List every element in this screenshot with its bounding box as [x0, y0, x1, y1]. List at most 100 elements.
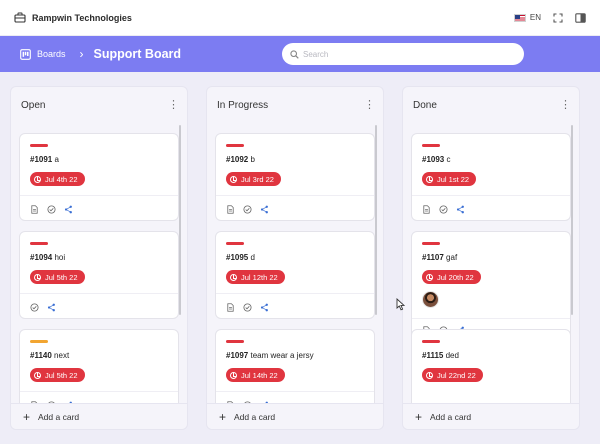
scrollbar[interactable]	[179, 125, 181, 315]
more-vert-icon[interactable]: ⋮	[168, 98, 179, 111]
check-circle-icon[interactable]	[243, 401, 252, 403]
clock-icon	[230, 371, 237, 379]
check-circle-icon[interactable]	[243, 303, 252, 312]
ticket-name: b	[250, 155, 255, 164]
due-date: Jul 5th 22	[45, 272, 78, 282]
column-in-progress: In Progress ⋮ #1092 b Jul 3rd 22 #1095 d…	[206, 86, 384, 430]
ticket-card[interactable]: #1092 b Jul 3rd 22	[215, 133, 375, 221]
description-icon[interactable]	[422, 205, 431, 214]
check-circle-icon[interactable]	[243, 205, 252, 214]
ticket-card[interactable]: #1091 a Jul 4th 22	[19, 133, 179, 221]
ticket-name: d	[250, 253, 255, 262]
due-date: Jul 3rd 22	[241, 174, 274, 184]
priority-label	[226, 340, 244, 343]
due-date-chip[interactable]: Jul 22nd 22	[422, 368, 483, 382]
column-cards: #1091 a Jul 4th 22 #1094 hoi Jul 5th 22 …	[11, 133, 189, 403]
share-icon[interactable]	[260, 303, 269, 312]
ticket-name: hoi	[54, 253, 66, 262]
share-icon[interactable]	[260, 401, 269, 403]
check-circle-icon[interactable]	[439, 205, 448, 214]
share-icon[interactable]	[47, 303, 56, 312]
brand[interactable]: Rampwin Technologies	[14, 12, 132, 23]
due-date-chip[interactable]: Jul 3rd 22	[226, 172, 281, 186]
priority-label	[422, 242, 440, 245]
priority-label	[422, 144, 440, 147]
ticket-title: #1092 b	[226, 155, 255, 164]
column-open: Open ⋮ #1091 a Jul 4th 22 #1094 hoi Jul …	[10, 86, 188, 430]
ticket-name: next	[54, 351, 70, 360]
ticket-name: ded	[445, 351, 459, 360]
add-card-button[interactable]: + Add a card	[403, 403, 579, 429]
us-flag-icon	[513, 13, 526, 22]
due-date-chip[interactable]: Jul 5th 22	[30, 270, 85, 284]
language-selector[interactable]: EN	[513, 13, 541, 22]
ticket-name: gaf	[446, 253, 458, 262]
ticket-number: #1097	[226, 351, 249, 360]
clock-icon	[426, 371, 433, 379]
due-date-chip[interactable]: Jul 1st 22	[422, 172, 477, 186]
fullscreen-icon[interactable]	[553, 12, 563, 23]
check-circle-icon[interactable]	[47, 401, 56, 403]
due-date: Jul 4th 22	[45, 174, 78, 184]
avatar[interactable]	[422, 291, 439, 308]
card-divider	[20, 293, 178, 294]
description-icon[interactable]	[30, 205, 39, 214]
add-card-label: Add a card	[38, 411, 80, 422]
ticket-card[interactable]: #1095 d Jul 12th 22	[215, 231, 375, 319]
more-vert-icon[interactable]: ⋮	[364, 98, 375, 111]
clock-icon	[230, 175, 237, 183]
ticket-card[interactable]: #1107 gaf Jul 20th 22	[411, 231, 571, 343]
ticket-card[interactable]: #1115 ded Jul 22nd 22	[411, 329, 571, 403]
priority-label	[226, 144, 244, 147]
share-icon[interactable]	[64, 205, 73, 214]
add-card-button[interactable]: + Add a card	[207, 403, 383, 429]
priority-label	[30, 242, 48, 245]
description-icon[interactable]	[30, 401, 39, 403]
ticket-number: #1115	[422, 351, 444, 360]
due-date-chip[interactable]: Jul 20th 22	[422, 270, 481, 284]
sidebar-toggle-icon[interactable]	[575, 12, 586, 23]
ticket-title: #1093 c	[422, 155, 450, 164]
breadcrumb-boards[interactable]: Boards	[20, 48, 66, 60]
due-date-chip[interactable]: Jul 5th 22	[30, 368, 85, 382]
scrollbar[interactable]	[571, 125, 573, 315]
card-actions	[30, 401, 73, 403]
card-divider	[20, 195, 178, 196]
ticket-title: #1107 gaf	[422, 253, 457, 262]
ticket-number: #1140	[30, 351, 52, 360]
card-divider	[20, 391, 178, 392]
description-icon[interactable]	[226, 303, 235, 312]
card-divider	[412, 318, 570, 319]
due-date-chip[interactable]: Jul 4th 22	[30, 172, 85, 186]
scrollbar[interactable]	[375, 125, 377, 315]
search-input[interactable]	[303, 49, 513, 59]
check-circle-icon[interactable]	[47, 205, 56, 214]
card-actions	[226, 205, 269, 214]
check-circle-icon[interactable]	[30, 303, 39, 312]
add-card-button[interactable]: + Add a card	[11, 403, 187, 429]
ticket-card[interactable]: #1094 hoi Jul 5th 22	[19, 231, 179, 319]
ticket-card[interactable]: #1140 next Jul 5th 22	[19, 329, 179, 403]
due-date-chip[interactable]: Jul 12th 22	[226, 270, 285, 284]
search-box[interactable]	[282, 43, 524, 65]
description-icon[interactable]	[226, 205, 235, 214]
briefcase-icon	[14, 12, 26, 23]
ticket-card[interactable]: #1097 team wear a jersy Jul 14th 22	[215, 329, 375, 403]
priority-label	[226, 242, 244, 245]
description-icon[interactable]	[226, 401, 235, 403]
column-cards: #1092 b Jul 3rd 22 #1095 d Jul 12th 22 #…	[207, 133, 385, 403]
due-date-chip[interactable]: Jul 14th 22	[226, 368, 285, 382]
ticket-title: #1140 next	[30, 351, 69, 360]
due-date: Jul 14th 22	[241, 370, 278, 380]
share-icon[interactable]	[456, 205, 465, 214]
breadcrumb-label: Boards	[37, 49, 66, 59]
add-card-label: Add a card	[430, 411, 472, 422]
ticket-number: #1107	[422, 253, 444, 262]
ticket-number: #1092	[226, 155, 249, 164]
more-vert-icon[interactable]: ⋮	[560, 98, 571, 111]
share-icon[interactable]	[260, 205, 269, 214]
ticket-name: c	[446, 155, 451, 164]
card-divider	[412, 195, 570, 196]
ticket-card[interactable]: #1093 c Jul 1st 22	[411, 133, 571, 221]
share-icon[interactable]	[64, 401, 73, 403]
